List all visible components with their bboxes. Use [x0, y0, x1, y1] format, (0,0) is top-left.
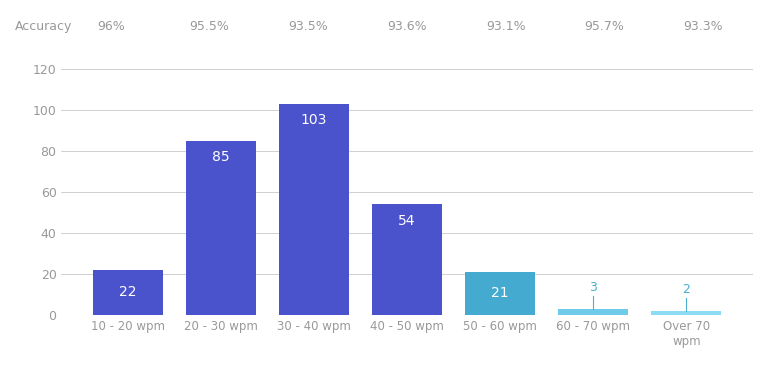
Bar: [372, 204, 442, 315]
Bar: [186, 141, 256, 315]
Text: 85: 85: [212, 150, 230, 164]
Text: 96%: 96%: [97, 20, 124, 33]
Bar: [465, 272, 535, 315]
Bar: [93, 270, 163, 315]
Text: 93.6%: 93.6%: [387, 20, 427, 33]
Text: 93.3%: 93.3%: [684, 20, 723, 33]
Text: 103: 103: [301, 113, 327, 127]
Text: Accuracy: Accuracy: [15, 20, 73, 33]
Text: 54: 54: [399, 214, 415, 228]
Text: 3: 3: [589, 281, 598, 295]
Bar: [651, 311, 721, 315]
Text: 93.5%: 93.5%: [289, 20, 328, 33]
Text: 95.5%: 95.5%: [190, 20, 230, 33]
Bar: [279, 104, 349, 315]
Bar: [558, 309, 628, 315]
Text: 95.7%: 95.7%: [584, 20, 624, 33]
Text: 93.1%: 93.1%: [486, 20, 525, 33]
Text: 22: 22: [119, 285, 137, 300]
Text: 21: 21: [492, 286, 509, 300]
Text: 2: 2: [683, 283, 690, 296]
